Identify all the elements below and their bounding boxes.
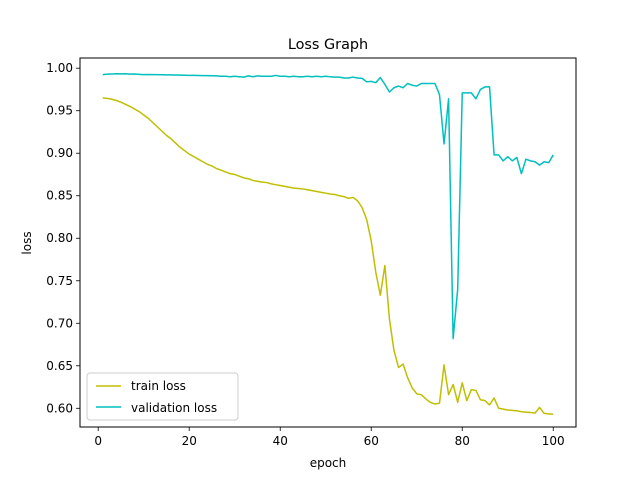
y-tick-label: 0.85 — [46, 189, 73, 203]
x-tick-label: 80 — [455, 434, 470, 448]
y-tick-label: 0.60 — [46, 401, 73, 415]
legend-box — [86, 372, 239, 421]
legend-label-train-loss: train loss — [131, 379, 186, 393]
plot-lines — [102, 72, 554, 415]
series-line-train-loss — [102, 97, 554, 415]
y-axis-label: loss — [20, 231, 34, 254]
x-tick-label: 0 — [94, 434, 102, 448]
y-tick-label: 0.80 — [46, 231, 73, 245]
chart-title: Loss Graph — [288, 37, 368, 53]
series-line-validation-loss — [102, 72, 554, 340]
y-tick-label: 0.75 — [46, 274, 73, 288]
x-axis-ticks: 0 20 40 60 80 100 — [94, 427, 565, 448]
legend-label-validation-loss: validation loss — [131, 401, 217, 415]
y-tick-label: 0.65 — [46, 359, 73, 373]
plot-frame — [79, 57, 577, 428]
legend: train loss validation loss — [86, 372, 239, 421]
y-tick-label: 0.70 — [46, 316, 73, 330]
x-axis-label: epoch — [310, 456, 347, 470]
x-tick-label: 40 — [273, 434, 288, 448]
y-tick-label: 0.90 — [46, 146, 73, 160]
x-tick-label: 60 — [364, 434, 379, 448]
y-tick-label: 0.95 — [46, 104, 73, 118]
x-tick-label: 100 — [542, 434, 565, 448]
y-axis-ticks: 0.60 0.65 0.70 0.75 0.80 0.85 0.90 0.95 1.00 — [46, 61, 80, 415]
y-tick-label: 1.00 — [46, 61, 73, 75]
x-tick-label: 20 — [182, 434, 197, 448]
